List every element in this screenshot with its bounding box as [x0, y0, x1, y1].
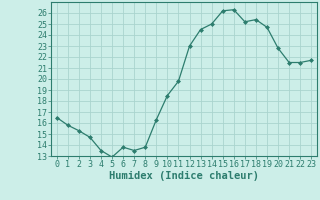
X-axis label: Humidex (Indice chaleur): Humidex (Indice chaleur) — [109, 171, 259, 181]
